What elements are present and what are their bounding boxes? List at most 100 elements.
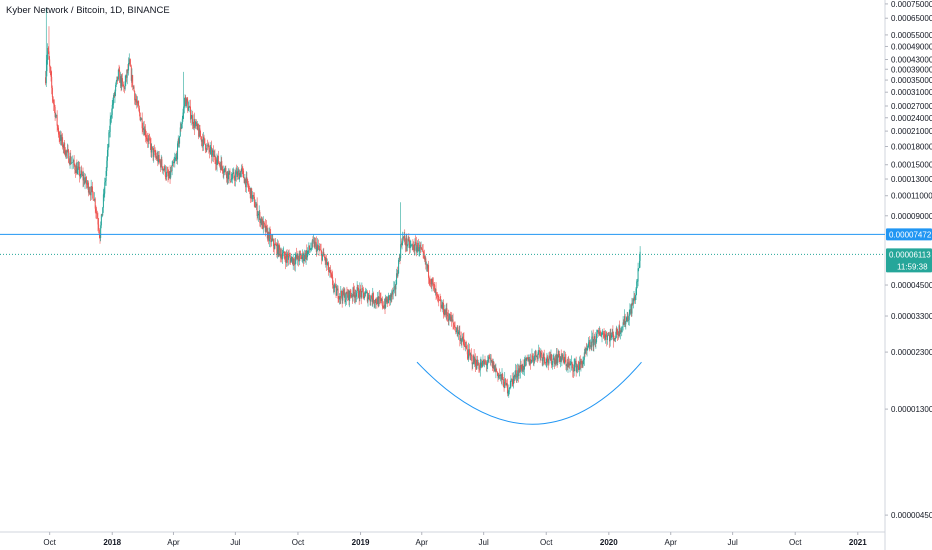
candle-body [238,170,240,180]
candle-body [202,140,204,147]
candle-body [610,333,612,338]
candle-body [442,302,444,309]
candle-body [433,284,435,286]
candle-body [49,59,51,67]
candle-body [189,106,191,107]
candle-body [443,302,445,315]
candle-body [494,365,496,372]
candle-body [535,350,537,357]
candle-body [455,330,457,333]
candle-body [123,87,125,89]
candle-body [175,158,177,160]
candle-body [154,150,156,156]
rounding-bottom-arc [416,361,642,425]
candle-body [206,144,208,151]
candle-body [122,82,124,87]
candle-body [330,270,332,274]
candle-body [286,253,288,257]
candle-body [491,360,493,369]
candle-body [187,102,189,111]
candle-body [392,290,394,295]
candle-body [505,380,507,386]
candle-body [71,162,73,164]
candle-body [597,330,599,332]
candle-body [328,271,330,273]
candle-body [136,101,138,104]
last-price-badge [886,248,932,273]
candle-body [474,358,476,367]
candle-body [336,288,338,291]
candle-body [271,238,273,241]
candle-body [412,244,414,246]
candle-body [437,295,439,298]
candle-body [199,128,201,137]
candle-body [228,173,230,180]
candle-body [409,240,411,249]
candle-body [570,361,572,364]
candle-body [600,335,602,337]
candle-body [458,331,460,333]
candle-body [518,368,520,376]
candle-body [385,297,387,308]
candle-body [419,244,421,249]
y-tick-label: 0.00065000 [891,14,932,23]
candle-body [350,295,352,297]
candle-body [56,114,58,126]
candle-body [247,184,249,189]
candle-body [155,156,157,159]
candle-body [205,149,207,151]
candle-body [462,336,464,340]
candle-body [540,352,542,357]
candle-body [158,155,160,160]
candle-body [72,161,74,163]
candle-body [318,248,320,250]
candle-body [574,363,576,365]
candle-body [103,193,105,195]
candle-body [525,358,527,361]
candle-body [639,251,641,261]
candle-body [421,249,423,251]
candle-body [615,328,617,338]
candle-body [269,232,271,234]
candle-body [400,244,402,246]
candle-body [137,101,139,106]
candle-body [136,102,138,104]
candle-body [585,348,587,351]
candle-body [453,322,455,326]
candle-body [329,270,331,273]
candle-body [116,76,118,81]
candle-body [280,254,282,257]
candle-body [392,291,394,295]
candle-body [516,376,518,378]
candle-body [49,66,51,72]
candle-body [311,240,313,248]
candle-body [479,365,481,371]
candle-body [229,170,231,182]
candle-body [84,181,86,184]
candle-body [497,372,499,378]
candle-body [310,249,312,250]
candle-body [426,264,428,269]
candle-body [502,374,504,380]
candle-body [302,253,304,258]
candle-body [320,249,322,252]
candle-body [82,174,84,181]
candle-body [629,309,631,314]
candle-body [338,298,340,300]
y-tick-label: 0.00021000 [891,127,932,136]
candle-body [592,336,594,346]
candle-body [547,356,549,362]
candle-body [538,350,540,353]
candle-body [351,295,353,298]
candle-body [301,257,303,260]
candle-body [298,259,300,262]
candle-body [366,291,368,293]
candle-body [106,149,108,161]
candle-body [560,356,562,361]
candle-body [376,302,378,305]
candle-body [170,170,172,172]
y-tick-label: 0.00055000 [891,31,932,40]
candle-body [512,379,514,385]
